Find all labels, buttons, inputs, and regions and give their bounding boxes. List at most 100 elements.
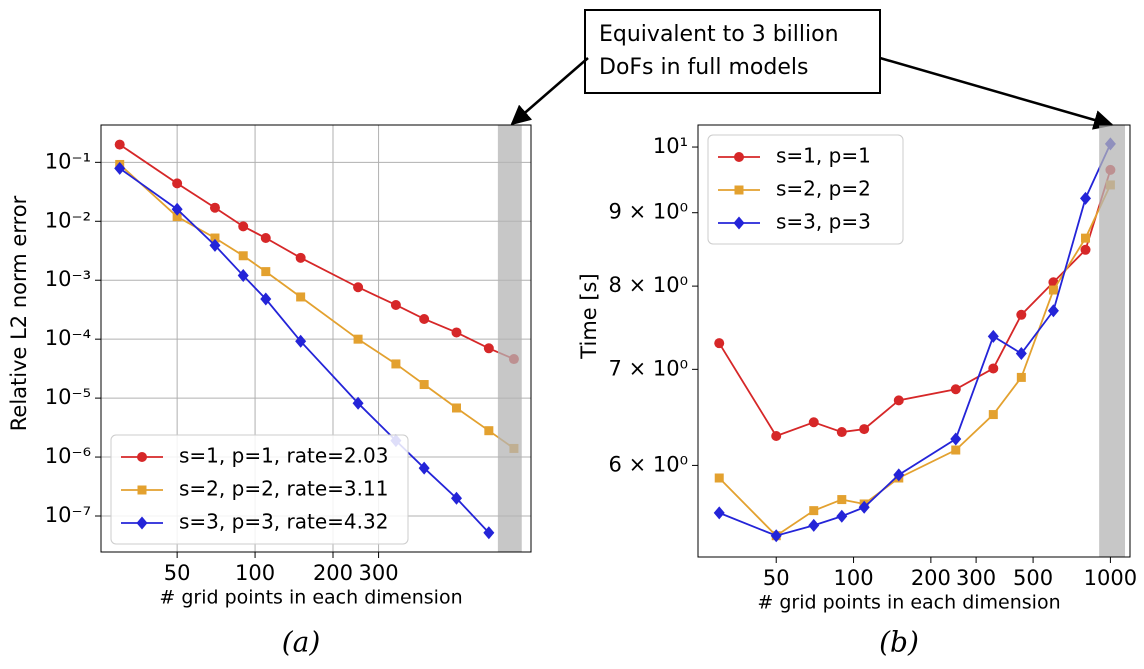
marker (1080, 191, 1092, 205)
marker (950, 384, 961, 395)
marker (714, 473, 724, 483)
legend-box (707, 134, 904, 245)
marker (209, 202, 220, 213)
marker (451, 403, 461, 413)
marker (137, 485, 147, 495)
marker (714, 338, 725, 349)
x-tick-label: 500 (1013, 566, 1053, 590)
annotation-line: Equivalent to 3 billion (599, 22, 839, 47)
y-tick-label: 10⁻⁴ (45, 326, 91, 350)
x-tick-label: 1000 (1084, 566, 1137, 590)
marker (391, 359, 401, 369)
x-axis-label: # grid points in each dimension (159, 587, 462, 609)
marker (137, 452, 147, 462)
marker (808, 417, 819, 428)
marker (836, 509, 848, 523)
marker (295, 334, 307, 348)
marker (893, 468, 905, 482)
marker (451, 327, 462, 338)
marker (484, 426, 494, 436)
marker (1080, 244, 1091, 255)
x-axis-label: # grid points in each dimension (757, 592, 1060, 614)
y-axis-label: Time [s] (577, 273, 601, 359)
marker (419, 313, 430, 324)
marker (836, 427, 847, 438)
marker (837, 495, 847, 505)
marker (859, 424, 870, 435)
x-tick-label: 50 (763, 566, 790, 590)
marker (734, 152, 744, 162)
marker (770, 529, 782, 543)
y-tick-label: 7 × 10⁰ (609, 356, 688, 380)
marker (733, 216, 745, 230)
x-tick-label: 200 (313, 561, 353, 585)
marker (260, 233, 271, 244)
highlight-band (497, 125, 522, 552)
marker (450, 491, 462, 505)
marker (713, 506, 725, 520)
marker (296, 292, 306, 302)
legend-label: s=1, p=1, rate=2.03 (179, 444, 388, 468)
annotation-arrow (510, 57, 589, 126)
marker (808, 518, 820, 532)
plot-frame (697, 124, 1131, 558)
y-axis-label: Relative L2 norm error (7, 195, 31, 431)
caption: (b) (879, 626, 919, 659)
marker (237, 269, 249, 283)
marker (260, 292, 272, 306)
x-tick-label: 50 (164, 561, 191, 585)
marker (988, 363, 999, 374)
marker (352, 396, 364, 410)
marker (1015, 347, 1027, 361)
marker (114, 139, 125, 150)
marker (1048, 285, 1058, 295)
marker (238, 251, 248, 261)
marker (734, 185, 744, 195)
legend-label: s=3, p=3 (776, 210, 871, 234)
x-tick-label: 300 (359, 561, 399, 585)
marker (353, 334, 363, 344)
marker (1081, 233, 1091, 243)
marker (171, 202, 183, 216)
marker (114, 161, 126, 175)
marker (1047, 304, 1059, 318)
series-line (119, 163, 515, 450)
marker (951, 445, 961, 455)
marker (419, 380, 429, 390)
marker (1016, 309, 1027, 320)
y-tick-label: 8 × 10⁰ (609, 273, 688, 297)
annotation-line: DoFs in full models (599, 55, 808, 80)
marker (893, 395, 904, 406)
y-tick-label: 9 × 10⁰ (609, 200, 688, 224)
marker (418, 461, 430, 475)
x-tick-label: 100 (235, 561, 275, 585)
marker (353, 282, 364, 293)
legend-box (110, 434, 409, 545)
x-tick-label: 300 (956, 566, 996, 590)
series-line (119, 143, 515, 360)
marker (390, 299, 401, 310)
y-tick-label: 10⁻² (45, 208, 91, 232)
marker (987, 329, 999, 343)
annotation-arrow (879, 56, 1114, 130)
marker (210, 233, 220, 243)
y-tick-label: 10⁻¹ (45, 149, 91, 173)
marker (172, 212, 182, 222)
marker (295, 252, 306, 263)
legend-label: s=2, p=2 (776, 177, 871, 201)
series-line (718, 169, 1112, 438)
annotation-box (584, 9, 881, 94)
marker (209, 238, 221, 252)
x-tick-label: 200 (911, 566, 951, 590)
legend-label: s=1, p=1 (776, 144, 871, 168)
plot-frame (100, 124, 532, 553)
marker (172, 178, 183, 189)
marker (858, 500, 870, 514)
marker (1016, 372, 1026, 382)
series-line (718, 184, 1112, 537)
y-tick-label: 10¹ (653, 134, 688, 158)
x-tick-label: 100 (833, 566, 873, 590)
marker (238, 221, 249, 232)
marker (771, 430, 782, 441)
